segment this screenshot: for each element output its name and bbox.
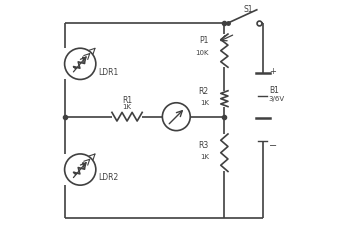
Text: LDR1: LDR1 [98, 68, 118, 77]
Text: 3/6V: 3/6V [269, 96, 285, 102]
Text: 1K: 1K [122, 104, 132, 110]
Text: B1: B1 [269, 86, 279, 95]
Text: 1K: 1K [200, 100, 209, 106]
Text: S1: S1 [244, 5, 253, 14]
Text: 10K: 10K [195, 51, 209, 56]
Text: R2: R2 [199, 87, 209, 96]
Text: P1: P1 [199, 36, 209, 45]
Text: −: − [269, 140, 277, 150]
Text: 1K: 1K [200, 154, 209, 160]
Text: LDR2: LDR2 [98, 173, 118, 182]
Text: +: + [269, 67, 276, 76]
Text: R1: R1 [122, 96, 132, 105]
Text: R3: R3 [199, 141, 209, 150]
